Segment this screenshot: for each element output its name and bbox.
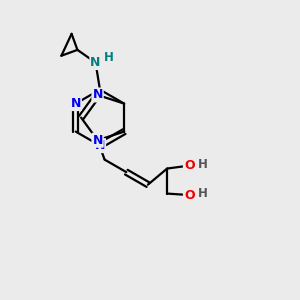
Text: H: H bbox=[104, 51, 114, 64]
Text: N: N bbox=[92, 134, 103, 147]
Text: N: N bbox=[95, 139, 105, 152]
Text: N: N bbox=[90, 56, 101, 69]
Text: N: N bbox=[92, 88, 103, 101]
Text: O: O bbox=[184, 188, 194, 202]
Text: O: O bbox=[184, 159, 194, 172]
Text: H: H bbox=[197, 187, 207, 200]
Text: H: H bbox=[197, 158, 207, 171]
Text: N: N bbox=[70, 97, 81, 110]
